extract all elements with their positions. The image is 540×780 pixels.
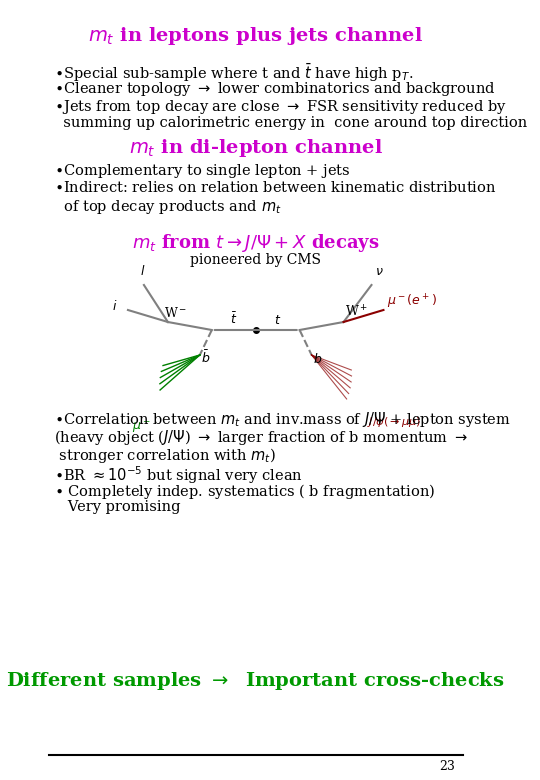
- Text: $\bullet$Special sub-sample where t and $\bar{t}$ have high p$_T$.: $\bullet$Special sub-sample where t and …: [55, 62, 414, 84]
- Text: $l$: $l$: [140, 264, 145, 278]
- Text: W$^-$: W$^-$: [164, 306, 187, 320]
- Text: W$^+$: W$^+$: [345, 305, 368, 320]
- Text: (heavy object ($J/\Psi$) $\rightarrow$ larger fraction of b momentum $\rightarro: (heavy object ($J/\Psi$) $\rightarrow$ l…: [55, 428, 468, 447]
- Text: of top decay products and $m_t$: of top decay products and $m_t$: [55, 198, 282, 216]
- Text: $J/\psi(\rightarrow\mu\mu)$: $J/\psi(\rightarrow\mu\mu)$: [368, 415, 421, 429]
- Text: $i$: $i$: [112, 299, 117, 313]
- Text: pioneered by CMS: pioneered by CMS: [190, 253, 321, 267]
- Text: $\nu$: $\nu$: [375, 265, 384, 278]
- Text: $\bar{t}$: $\bar{t}$: [230, 311, 237, 327]
- Text: $\bullet$BR $\approx 10^{-5}$ but signal very clean: $\bullet$BR $\approx 10^{-5}$ but signal…: [55, 464, 303, 486]
- Text: $\bullet$ Completely indep. systematics ( b fragmentation): $\bullet$ Completely indep. systematics …: [55, 482, 436, 501]
- Text: $m_t$ from $t \rightarrow J/\Psi + X$ decays: $m_t$ from $t \rightarrow J/\Psi + X$ de…: [132, 232, 380, 254]
- Text: $b$: $b$: [313, 352, 322, 366]
- Text: $\bullet$Complementary to single lepton + jets: $\bullet$Complementary to single lepton …: [55, 162, 351, 180]
- Text: $\bullet$Cleaner topology $\rightarrow$ lower combinatorics and background: $\bullet$Cleaner topology $\rightarrow$ …: [55, 80, 496, 98]
- Text: $\bullet$Jets from top decay are close $\rightarrow$ FSR sensitivity reduced by: $\bullet$Jets from top decay are close $…: [55, 98, 507, 116]
- Text: $\bullet$Correlation between $m_t$ and inv.mass of $J/\Psi$ + lepton system: $\bullet$Correlation between $m_t$ and i…: [55, 410, 511, 429]
- Text: Very promising: Very promising: [55, 500, 181, 514]
- Text: $m_t$ in di-lepton channel: $m_t$ in di-lepton channel: [129, 137, 383, 159]
- Text: 23: 23: [440, 760, 455, 773]
- Text: $m_t$ in leptons plus jets channel: $m_t$ in leptons plus jets channel: [88, 25, 423, 47]
- Text: $\bar{b}$: $\bar{b}$: [201, 349, 211, 366]
- Text: $\mu^-(e^+)$: $\mu^-(e^+)$: [388, 293, 437, 311]
- Text: stronger correlation with $m_t$): stronger correlation with $m_t$): [55, 446, 276, 465]
- Text: $t$: $t$: [274, 314, 282, 327]
- Text: $\mu^-$: $\mu^-$: [132, 420, 151, 435]
- Text: summing up calorimetric energy in  cone around top direction: summing up calorimetric energy in cone a…: [55, 116, 528, 130]
- Text: $\bullet$Indirect: relies on relation between kinematic distribution: $\bullet$Indirect: relies on relation be…: [55, 180, 497, 195]
- Text: Different samples $\rightarrow$  Important cross-checks: Different samples $\rightarrow$ Importan…: [6, 670, 505, 692]
